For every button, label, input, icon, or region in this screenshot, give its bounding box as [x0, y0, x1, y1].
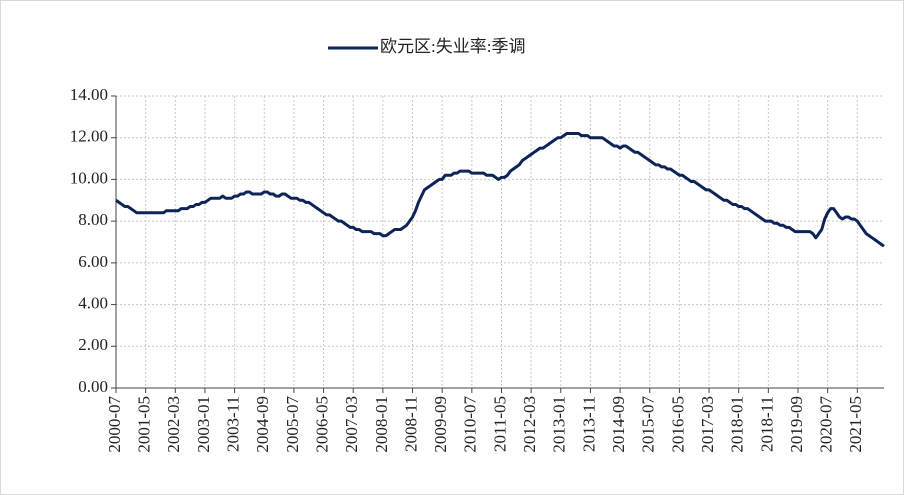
x-tick-label: 2008-11	[401, 396, 420, 452]
x-tick-label: 2017-03	[698, 396, 717, 453]
x-tick-label: 2001-05	[135, 396, 154, 453]
legend-label: 欧元区:失业率:季调	[380, 37, 525, 56]
x-tick-label: 2020-07	[817, 396, 836, 453]
x-tick-label: 2003-11	[224, 396, 243, 452]
x-tick-label: 2011-05	[490, 396, 509, 452]
x-tick-label: 2013-11	[579, 396, 598, 452]
x-tick-label: 2007-03	[342, 396, 361, 453]
x-tick-label: 2008-01	[372, 396, 391, 453]
x-tick-label: 2004-09	[253, 396, 272, 453]
x-tick-label: 2012-03	[520, 396, 539, 453]
x-tick-label: 2014-09	[609, 396, 628, 453]
x-tick-label: 2016-05	[668, 396, 687, 453]
x-tick-label: 2018-01	[728, 396, 747, 453]
series-line	[115, 132, 885, 248]
x-tick-label: 2015-07	[639, 396, 658, 453]
y-tick-label: 2.00	[78, 335, 108, 354]
y-tick-label: 8.00	[78, 210, 108, 229]
x-tick-label: 2009-09	[431, 396, 450, 453]
x-tick-label: 2005-07	[283, 396, 302, 453]
y-tick-label: 4.00	[78, 293, 108, 312]
x-tick-label: 2003-01	[194, 396, 213, 453]
y-tick-label: 10.00	[70, 168, 108, 187]
y-tick-label: 14.00	[70, 85, 108, 104]
x-tick-label: 2013-01	[550, 396, 569, 453]
x-tick-label: 2000-07	[105, 396, 124, 453]
x-tick-label: 2018-11	[757, 396, 776, 452]
y-tick-label: 6.00	[78, 252, 108, 271]
x-tick-label: 2010-07	[461, 396, 480, 453]
x-tick-label: 2021-05	[846, 396, 865, 453]
y-tick-label: 0.00	[78, 377, 108, 396]
x-tick-label: 2002-03	[164, 396, 183, 453]
y-tick-label: 12.00	[70, 127, 108, 146]
x-tick-label: 2019-09	[787, 396, 806, 453]
x-tick-label: 2006-05	[312, 396, 331, 453]
